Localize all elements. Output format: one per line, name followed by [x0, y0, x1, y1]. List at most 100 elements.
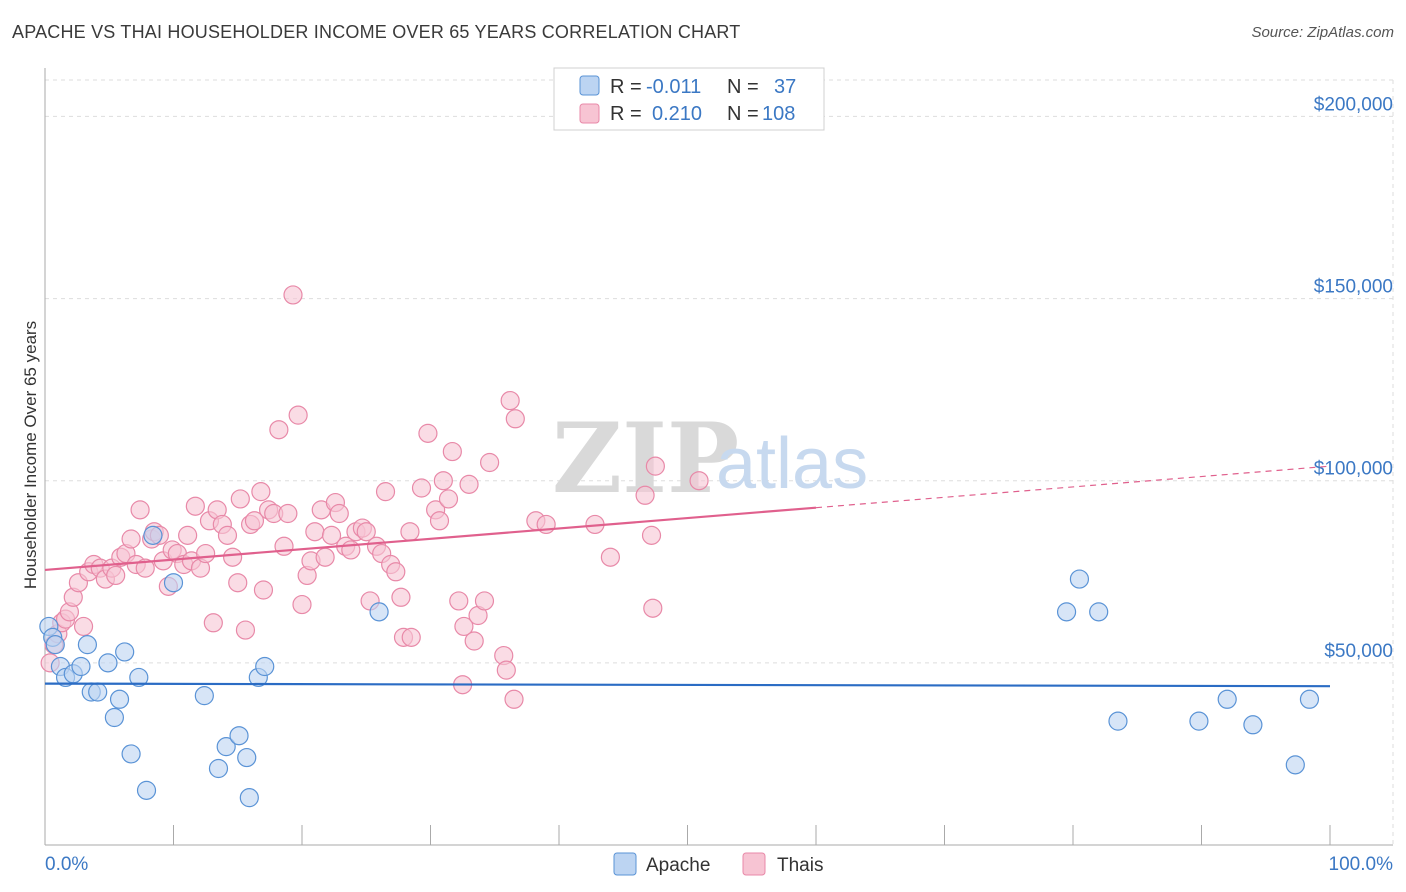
thai-point [283, 285, 303, 305]
apache-point [1217, 689, 1237, 709]
bottom-legend-label-apache: Apache [646, 855, 710, 876]
thai-point [401, 627, 421, 647]
thai-point [228, 573, 248, 593]
thai-point [253, 580, 274, 600]
y-tick-label: $200,000 [1314, 94, 1393, 115]
apache-point [163, 573, 184, 593]
thai-point [341, 540, 361, 560]
apache-point [369, 602, 389, 622]
points-layer [39, 285, 1320, 808]
legend-swatch-thais [579, 103, 600, 124]
thai-point [185, 496, 205, 516]
thai-point [106, 565, 126, 586]
thai-point [635, 485, 655, 505]
trend-line-thais [44, 506, 817, 572]
apache-point [216, 737, 236, 757]
thai-point [196, 543, 216, 564]
legend-n-value-thais: 108 [762, 103, 795, 125]
watermark-atlas: atlas [716, 424, 868, 504]
apache-point [1108, 711, 1128, 731]
axis-layer: $50,000 $100,000 $150,000 $200,000 0.0% 100.0… [44, 68, 1394, 875]
trend-line-apache [44, 682, 1331, 688]
apache-point [88, 682, 108, 702]
apache-point [109, 689, 130, 709]
apache-point [208, 758, 229, 779]
thai-point [223, 547, 243, 567]
y-tick-label: $50,000 [1324, 641, 1393, 662]
watermark: ZIP atlas [552, 402, 868, 515]
y-tick-label: $150,000 [1314, 277, 1393, 298]
thai-point [230, 489, 250, 509]
apache-point [237, 747, 257, 768]
thai-point [274, 536, 294, 556]
thai-point [235, 620, 256, 640]
apache-point [1285, 755, 1305, 775]
apache-point [143, 525, 163, 545]
apache-point [129, 667, 149, 688]
thai-point [305, 522, 325, 542]
trend-layer [44, 465, 1331, 688]
thai-point [217, 525, 238, 545]
thai-point [480, 452, 500, 473]
thai-point [315, 547, 335, 567]
thai-point [689, 471, 709, 491]
thai-point [292, 594, 312, 615]
thai-point [418, 423, 438, 443]
apache-point [1089, 602, 1109, 622]
thai-point [454, 616, 474, 637]
apache-point [229, 726, 249, 746]
bottom-legend-swatch-thais [742, 852, 766, 876]
thai-point [288, 405, 308, 425]
thai-point [135, 558, 155, 578]
trend-line-thais-projection [815, 465, 1331, 509]
apache-point [1243, 715, 1263, 735]
thai-point [178, 525, 198, 545]
apache-point [104, 707, 124, 728]
legend-swatch-apache [579, 75, 600, 96]
legend-n-label-apache: N = [727, 76, 759, 98]
apache-point [194, 686, 214, 706]
bottom-legend: Apache Thais [613, 852, 823, 876]
thai-point [429, 511, 450, 531]
thai-point [459, 474, 479, 494]
chart-title: APACHE VS THAI HOUSEHOLDER INCOME OVER 6… [12, 22, 741, 42]
y-tick-label: $100,000 [1314, 459, 1393, 480]
apache-point [239, 788, 259, 808]
y-axis-title: Householder Income Over 65 years [21, 321, 40, 589]
thai-point [386, 562, 406, 582]
apache-point [115, 642, 135, 662]
thai-point [244, 511, 265, 531]
x-tick-label-end: 100.0% [1329, 854, 1394, 875]
apache-point [71, 656, 91, 677]
source-label: Source: ZipAtlas.com [1251, 24, 1394, 41]
x-tick-label-start: 0.0% [45, 854, 88, 875]
thai-point [269, 420, 289, 440]
legend-r-value-thais: 0.210 [652, 103, 702, 125]
apache-point [1189, 711, 1209, 731]
thai-point [442, 441, 462, 462]
bottom-legend-swatch-apache [613, 852, 637, 876]
apache-point [45, 635, 65, 655]
apache-point [255, 656, 275, 677]
thai-point [400, 522, 420, 542]
thai-point [321, 525, 342, 545]
thai-point [438, 489, 459, 509]
thai-point [73, 616, 94, 637]
thai-point [203, 613, 223, 633]
thai-point [433, 471, 453, 491]
legend-r-value-apache: -0.011 [646, 76, 701, 98]
thai-point [600, 547, 621, 567]
legend-box: R = -0.011 N = 37 R = 0.210 N = 108 [553, 67, 825, 131]
thai-point [375, 482, 396, 502]
thai-point [356, 522, 376, 542]
thai-point [464, 631, 484, 651]
thai-point [500, 390, 520, 411]
thai-point [278, 503, 298, 524]
thai-point [449, 591, 469, 611]
thai-point [391, 587, 411, 607]
bottom-legend-label-thais: Thais [777, 855, 823, 876]
thai-point [505, 409, 525, 429]
thai-point [496, 660, 516, 680]
apache-point [1069, 569, 1090, 589]
